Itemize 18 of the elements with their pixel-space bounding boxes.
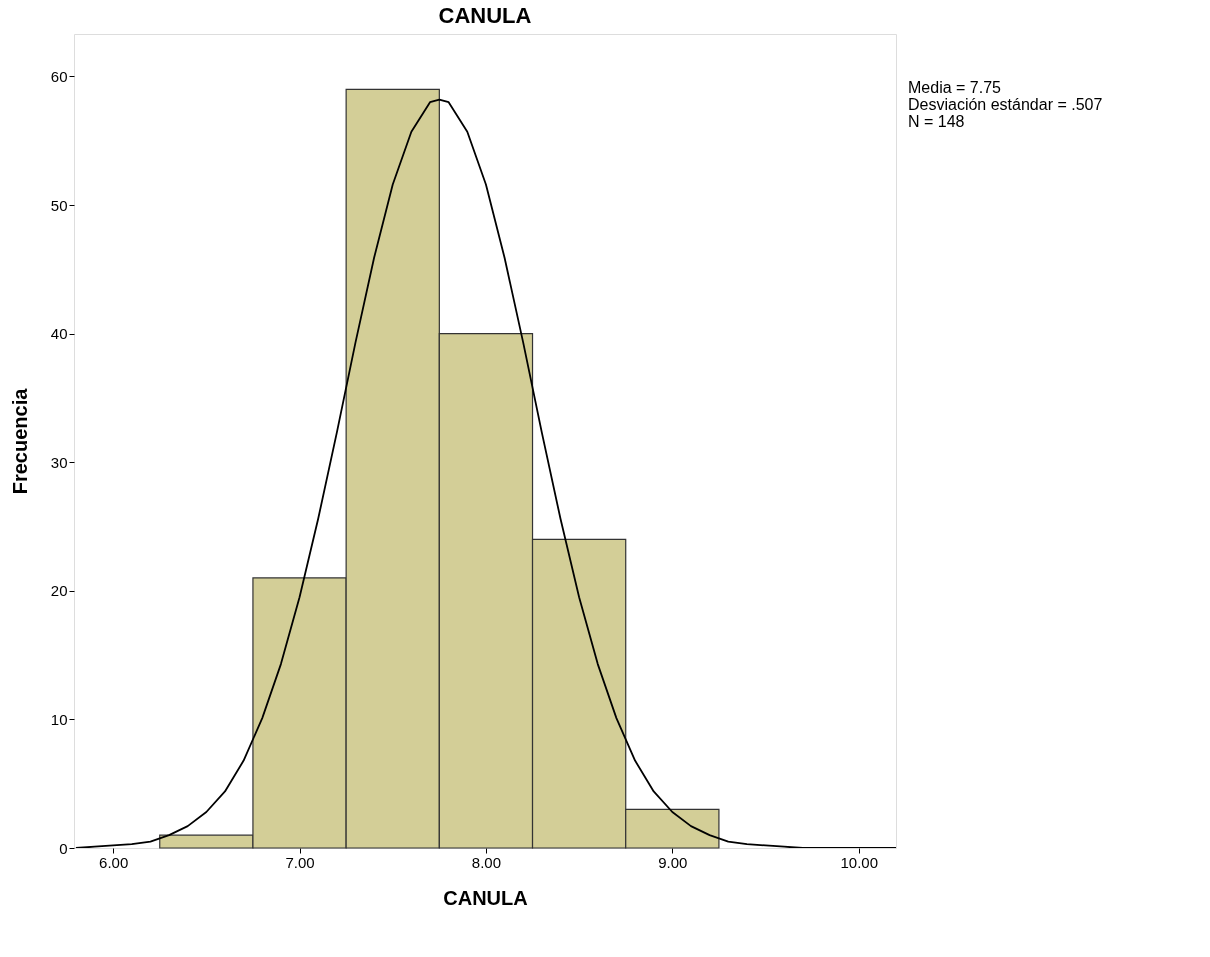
x-tick-label: 8.00	[471, 853, 502, 871]
y-tick-label: 40	[50, 325, 68, 343]
y-tick-label: 20	[50, 582, 68, 600]
x-axis-title: CANULA	[443, 886, 528, 909]
chart-title: CANULA	[438, 3, 532, 28]
y-axis-title: Frecuencia	[8, 387, 31, 495]
y-tick-label: 10	[50, 710, 68, 728]
x-tick-label: 7.00	[285, 853, 315, 871]
y-tick-label: 0	[59, 839, 68, 857]
y-tick-label: 50	[50, 196, 68, 214]
x-tick-label: 9.00	[658, 853, 688, 871]
text: Media = 7.75	[908, 79, 1002, 96]
x-tick-label: 6.00	[99, 853, 129, 871]
y-tick-label: 30	[50, 453, 68, 471]
x-tick-label: 10.00	[840, 853, 878, 871]
text: Desviación estándar = .507	[908, 96, 1103, 113]
text: N = 148	[908, 113, 965, 130]
y-tick-label: 60	[50, 67, 68, 85]
